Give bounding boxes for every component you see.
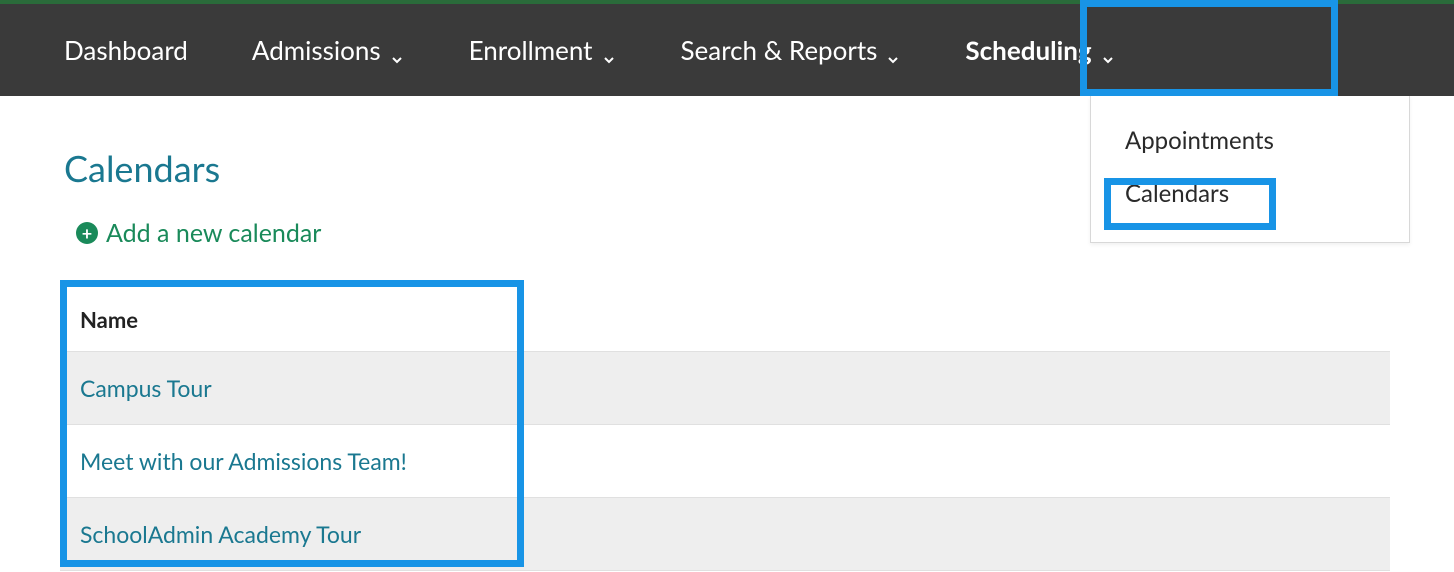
nav-admissions-label: Admissions (252, 34, 381, 66)
chevron-down-icon (389, 42, 405, 58)
chevron-down-icon (601, 42, 617, 58)
calendars-table-wrap: Name Campus Tour Meet with our Admission… (60, 288, 1390, 571)
table-row[interactable]: Campus Tour (60, 352, 1390, 425)
calendar-link[interactable]: Meet with our Admissions Team! (60, 425, 1390, 498)
add-new-calendar-link[interactable]: + Add a new calendar (76, 218, 321, 248)
add-new-calendar-label: Add a new calendar (106, 218, 321, 248)
chevron-down-icon (1100, 42, 1116, 58)
calendar-link[interactable]: Campus Tour (60, 352, 1390, 425)
table-header-name: Name (60, 288, 1390, 352)
nav-search-reports[interactable]: Search & Reports (681, 4, 902, 96)
nav-scheduling[interactable]: Scheduling (965, 4, 1115, 96)
nav-admissions[interactable]: Admissions (252, 4, 405, 96)
page-content: Calendars + Add a new calendar Name Camp… (0, 96, 1454, 571)
table-row[interactable]: Meet with our Admissions Team! (60, 425, 1390, 498)
chevron-down-icon (885, 42, 901, 58)
calendar-link[interactable]: SchoolAdmin Academy Tour (60, 498, 1390, 571)
calendars-table: Name Campus Tour Meet with our Admission… (60, 288, 1390, 571)
plus-circle-icon: + (76, 222, 98, 244)
main-navbar: Dashboard Admissions Enrollment Search &… (0, 4, 1454, 96)
nav-dashboard-label: Dashboard (64, 34, 188, 66)
table-row[interactable]: SchoolAdmin Academy Tour (60, 498, 1390, 571)
nav-dashboard[interactable]: Dashboard (64, 4, 188, 96)
page-title: Calendars (64, 146, 1390, 190)
nav-scheduling-label: Scheduling (965, 34, 1091, 66)
nav-search-reports-label: Search & Reports (681, 34, 878, 66)
nav-enrollment[interactable]: Enrollment (469, 4, 617, 96)
nav-enrollment-label: Enrollment (469, 34, 593, 66)
